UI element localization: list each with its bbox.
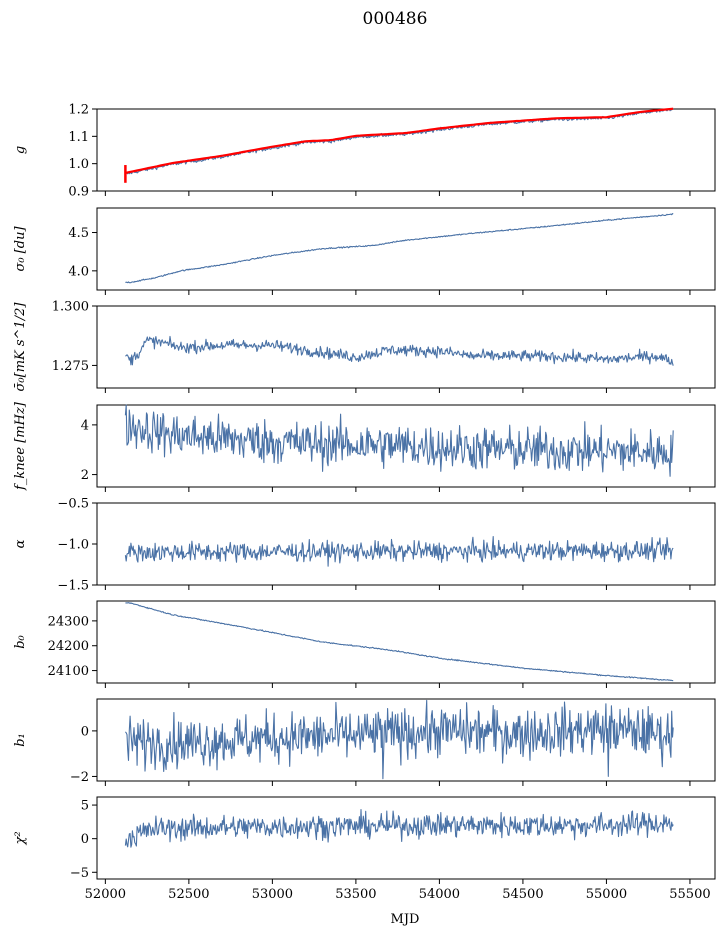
figure-title: 000486 (363, 9, 428, 29)
series-line-chi2 (124, 809, 674, 848)
panel-frame (96, 305, 716, 389)
x-tick-label: 55000 (586, 887, 627, 902)
panel-frame (96, 600, 716, 684)
panel-frame (96, 207, 716, 291)
y-tick-label: 1.1 (68, 130, 89, 145)
panel-alpha: −1.5 −1.0 −0.5 α (13, 497, 716, 594)
y-tick-label: 1.2 (68, 103, 89, 118)
y-tick-label: 5 (81, 799, 89, 814)
y-tick-label: 24100 (48, 664, 89, 679)
x-tick-label: 52500 (168, 887, 209, 902)
y-tick-label: 4.0 (68, 264, 89, 279)
panels-group: 0.9 1.0 1.1 1.2 g 4.0 4.5 σ₀ [du] 1.275 1.300 σ̄₀[… (13, 103, 716, 902)
y-tick-label: 0 (81, 724, 89, 739)
panel-frame (96, 698, 716, 782)
y-tick-label: −2 (70, 770, 89, 785)
y-tick-label: −1.5 (57, 579, 89, 594)
panel-frame (96, 108, 716, 192)
series-line-g (125, 108, 674, 175)
x-axis-label: MJD (391, 912, 420, 927)
y-axis-label: α (13, 539, 28, 548)
y-tick-label: 1.300 (52, 300, 89, 315)
series-line-sigma_bar (125, 335, 674, 366)
panel-b0: 24100 24200 24300 b₀ (13, 600, 716, 688)
x-tick-label: 52000 (85, 887, 126, 902)
panel-sigma0: 4.0 4.5 σ₀ [du] (13, 207, 716, 295)
y-tick-label: 0 (81, 832, 89, 847)
panel-sigma_bar: 1.275 1.300 σ̄₀[mK s^1/2] (13, 300, 716, 393)
panel-frame (96, 404, 716, 488)
x-tick-label: 53000 (252, 887, 293, 902)
x-tick-label: 54500 (502, 887, 543, 902)
y-tick-label: −5 (70, 866, 89, 881)
y-tick-label: 24200 (48, 639, 89, 654)
series-line-b1 (124, 699, 674, 780)
y-tick-label: 0.9 (68, 185, 89, 200)
y-axis-label: σ̄₀[mK s^1/2] (13, 302, 28, 392)
y-axis-label: b₀ (13, 634, 28, 648)
y-tick-label: 1.275 (52, 359, 89, 374)
y-tick-label: −1.0 (57, 538, 89, 553)
y-tick-label: 4 (81, 418, 89, 433)
series-line-fknee (124, 404, 674, 477)
series-line-b0 (125, 602, 674, 682)
y-axis-label: f_knee [mHz] (13, 401, 28, 491)
y-tick-label: 24300 (48, 614, 89, 629)
panel-fknee: 2 4 f_knee [mHz] (13, 401, 716, 492)
y-axis-label: χ² (13, 831, 28, 845)
panel-b1: −2 0 b₁ (13, 698, 716, 786)
panel-g: 0.9 1.0 1.1 1.2 g (13, 103, 716, 200)
fit-line-g (125, 107, 674, 175)
y-tick-label: 4.5 (68, 226, 89, 241)
y-tick-label: 2 (81, 468, 89, 483)
panel-frame (96, 796, 716, 880)
x-tick-label: 55500 (669, 887, 710, 902)
series-line-sigma0 (125, 213, 674, 284)
panel-chi2: −5 0 5 52000 52500 53000 53500 54000 54500 55000 5… (13, 796, 716, 902)
series-line-alpha (124, 536, 674, 567)
x-tick-label: 54000 (419, 887, 460, 902)
y-tick-label: −0.5 (57, 497, 89, 512)
y-axis-label: σ₀ [du] (13, 226, 28, 272)
y-tick-label: 1.0 (68, 157, 89, 172)
y-axis-label: b₁ (13, 733, 28, 747)
y-axis-label: g (13, 146, 28, 154)
x-tick-label: 53500 (335, 887, 376, 902)
